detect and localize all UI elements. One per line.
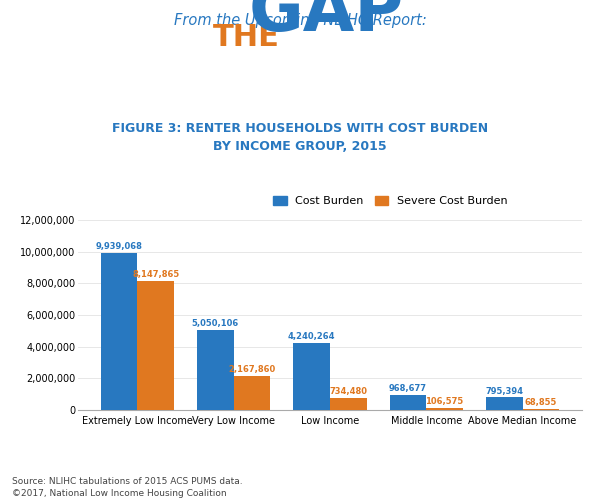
Text: 968,677: 968,677 (389, 384, 427, 393)
Bar (101, 252, 137, 410)
Bar (523, 409, 559, 410)
Text: 68,855: 68,855 (524, 398, 557, 407)
Text: 5,050,106: 5,050,106 (192, 319, 239, 328)
Bar (486, 398, 523, 410)
Bar (197, 330, 234, 410)
Text: FIGURE 3: RENTER HOUSEHOLDS WITH COST BURDEN
BY INCOME GROUP, 2015: FIGURE 3: RENTER HOUSEHOLDS WITH COST BU… (112, 122, 488, 152)
Bar (293, 343, 330, 410)
Bar (234, 376, 271, 410)
Bar (330, 398, 367, 410)
Text: GAP: GAP (249, 0, 404, 45)
Text: 4,240,264: 4,240,264 (288, 332, 335, 341)
Bar (137, 281, 174, 410)
Text: 2,167,860: 2,167,860 (229, 365, 275, 374)
Text: 734,480: 734,480 (329, 388, 367, 396)
Bar (389, 394, 426, 410)
Text: Source: NLIHC tabulations of 2015 ACS PUMS data.
©2017, National Low Income Hous: Source: NLIHC tabulations of 2015 ACS PU… (12, 476, 242, 498)
Legend: Cost Burden, Severe Cost Burden: Cost Burden, Severe Cost Burden (269, 192, 512, 210)
Text: From the Upcoming NLIHC Report:: From the Upcoming NLIHC Report: (173, 12, 427, 28)
Text: 106,575: 106,575 (425, 398, 464, 406)
Text: THE: THE (213, 24, 280, 52)
Text: 8,147,865: 8,147,865 (132, 270, 179, 279)
Bar (426, 408, 463, 410)
Text: 9,939,068: 9,939,068 (96, 242, 143, 250)
Text: 795,394: 795,394 (485, 386, 523, 396)
